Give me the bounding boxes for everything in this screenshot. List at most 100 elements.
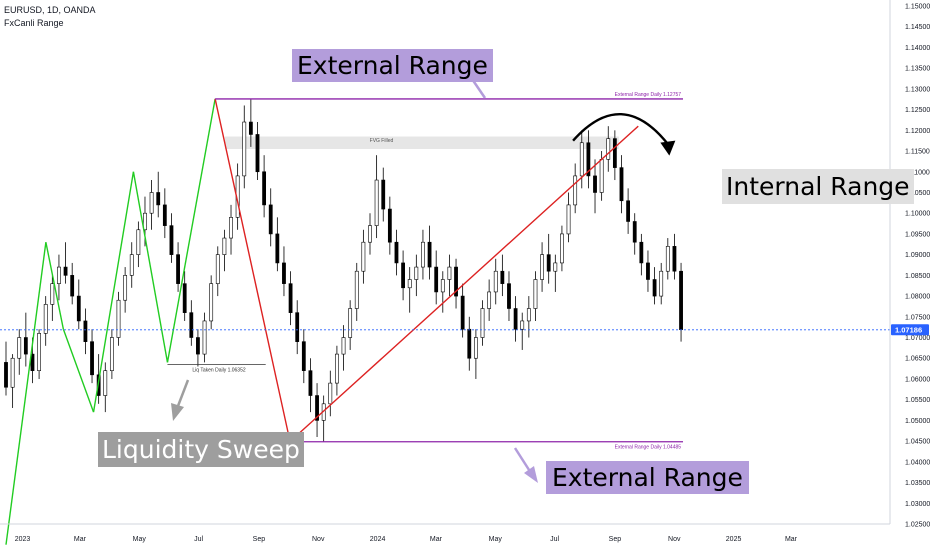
external-range-top-callout: External Range — [292, 49, 493, 82]
price-tick-label: 1.10500 — [905, 190, 930, 197]
candle — [182, 271, 187, 321]
candle — [341, 325, 346, 371]
time-tick-label: Sep — [253, 536, 266, 543]
candle — [4, 341, 8, 396]
candle — [626, 188, 631, 234]
candle — [401, 250, 405, 301]
price-tick-label: 1.07000 — [905, 335, 930, 342]
bearish-swing-leg — [289, 125, 639, 443]
candle — [301, 329, 306, 384]
price-axis[interactable]: 1.02500 1.03000 1.03500 1.04000 1.04500 1.050… — [905, 4, 930, 529]
time-tick-label: May — [489, 536, 503, 543]
candle — [70, 262, 75, 305]
candle — [560, 225, 564, 272]
candle — [553, 254, 558, 292]
candle — [368, 213, 372, 255]
candle — [308, 358, 313, 413]
internal-range-callout: Internal Range — [722, 169, 914, 204]
candle — [348, 300, 353, 350]
time-axis[interactable]: 2023 Mar May Jul Sep Nov 2024 Mar May Jul Sep Nov 20… — [15, 536, 798, 543]
price-tick-label: 1.12000 — [905, 128, 930, 135]
candle — [520, 312, 525, 350]
candle — [573, 163, 578, 214]
candle — [447, 254, 452, 297]
candle — [421, 229, 425, 280]
price-tick-label: 1.03500 — [905, 480, 930, 487]
candle — [593, 159, 597, 214]
time-tick-label: 2023 — [15, 536, 31, 543]
candle — [480, 300, 485, 346]
last-price-marker — [891, 324, 929, 336]
candle — [50, 275, 55, 321]
price-tick-label: 1.14000 — [905, 45, 930, 52]
bullish-swing-leg — [92, 171, 135, 413]
candle — [268, 188, 273, 247]
candle — [315, 383, 319, 437]
candle — [579, 130, 584, 189]
candle — [526, 296, 531, 338]
candle — [646, 250, 650, 292]
candle — [665, 238, 670, 280]
fvg-label: FVG Filled — [370, 138, 394, 144]
candle — [632, 213, 637, 255]
candle — [262, 155, 267, 218]
candle — [242, 105, 247, 189]
indicator-name[interactable]: FxCanli Range — [4, 18, 64, 28]
price-tick-label: 1.14500 — [905, 24, 930, 31]
candle — [387, 196, 392, 255]
price-tick-label: 1.10000 — [905, 211, 930, 218]
bullish-swing-leg — [166, 98, 216, 363]
price-tick-label: 1.05000 — [905, 418, 930, 425]
candle — [255, 122, 260, 181]
candle — [57, 254, 61, 301]
time-tick-label: May — [133, 536, 147, 543]
candle — [473, 329, 478, 379]
candle — [43, 296, 48, 346]
candle — [248, 98, 253, 147]
candle — [288, 271, 293, 326]
candle — [487, 279, 492, 321]
candle — [374, 155, 379, 239]
price-tick-label: 1.15000 — [905, 4, 930, 11]
time-tick-label: 2024 — [370, 536, 386, 543]
price-tick-label: 1.06500 — [905, 356, 930, 363]
time-tick-label: Jul — [194, 536, 203, 543]
price-tick-label: 1.12500 — [905, 107, 930, 114]
price-tick-label: 1.02500 — [905, 522, 930, 529]
candle — [335, 345, 339, 396]
candle — [513, 296, 518, 342]
symbol-title: EURUSD, 1D, OANDA — [4, 5, 96, 15]
candle — [546, 233, 551, 284]
candle — [37, 329, 41, 379]
liquidity-sweep-callout: Liquidity Sweep — [98, 432, 304, 467]
candle — [454, 258, 458, 309]
bullish-swing-leg — [62, 328, 95, 413]
time-tick-label: 2025 — [726, 536, 742, 543]
price-tick-label: 1.11500 — [905, 149, 930, 156]
candle — [103, 362, 108, 413]
candle — [381, 167, 386, 222]
price-tick-label: 1.07500 — [905, 314, 930, 321]
price-tick-label: 1.09000 — [905, 252, 930, 259]
candle — [196, 329, 200, 367]
candle — [586, 130, 591, 189]
candle — [162, 188, 167, 239]
candle — [672, 233, 677, 280]
candle — [275, 217, 280, 272]
candle — [10, 354, 15, 408]
price-tick-label: 1.04000 — [905, 459, 930, 466]
candle — [63, 242, 68, 284]
candle — [222, 229, 227, 272]
candle — [606, 126, 611, 172]
time-tick-label: Mar — [74, 536, 87, 543]
candle — [533, 271, 538, 321]
time-tick-label: Mar — [785, 536, 798, 543]
candle — [109, 329, 114, 379]
candle — [394, 229, 399, 276]
candle — [460, 283, 465, 338]
bullish-swing-leg — [132, 171, 169, 363]
candle — [493, 258, 498, 305]
candle — [295, 300, 300, 355]
